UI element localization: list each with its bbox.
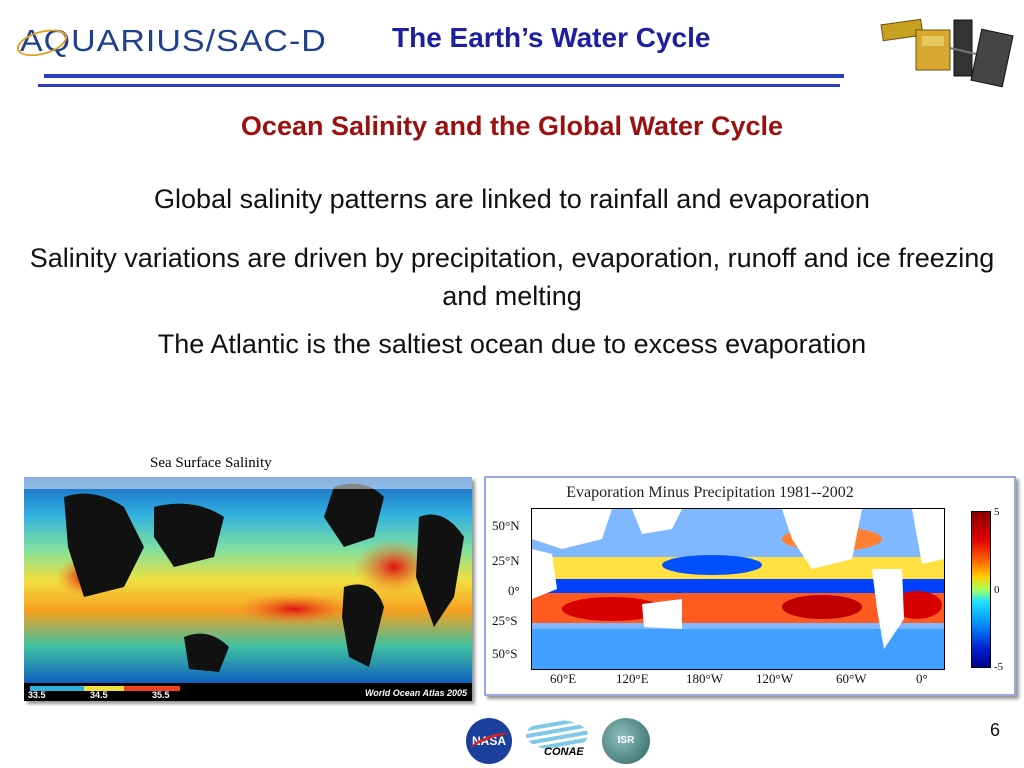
title-rule-top xyxy=(44,74,844,78)
slide-title: The Earth’s Water Cycle xyxy=(392,22,711,53)
emp-lon-label: 120°W xyxy=(756,671,793,686)
emp-lon-label: 120°E xyxy=(616,671,649,686)
conae-logo-text: CONAE xyxy=(544,746,584,758)
emp-lon-label: 60°W xyxy=(836,671,867,686)
emp-colorbar xyxy=(971,511,991,668)
salinity-map: 33.5 34.5 35.5 World Ocean Atlas 2005 xyxy=(24,477,472,701)
aquarius-logo: AQUARIUS/SAC-D xyxy=(13,23,327,62)
emp-map-image xyxy=(532,509,944,669)
conae-swirl-icon xyxy=(526,720,588,750)
emp-map: Evaporation Minus Precipitation 1981--20… xyxy=(484,476,1016,696)
emp-map-title: Evaporation Minus Precipitation 1981--20… xyxy=(566,484,854,501)
colorbar-tick: 0 xyxy=(994,584,1000,596)
emp-lat-label: 50°S xyxy=(492,646,518,661)
emp-lat-label: 0° xyxy=(508,583,520,598)
nasa-logo-text: NASA xyxy=(471,734,506,748)
satellite-icon xyxy=(880,18,1014,88)
emp-lat-label: 25°S xyxy=(492,613,518,628)
salinity-source-label: World Ocean Atlas 2005 xyxy=(364,688,467,698)
salinity-legend-label: 33.5 xyxy=(28,690,46,700)
title-rule-bottom xyxy=(38,84,840,87)
emp-map-plot xyxy=(531,508,945,670)
emp-lat-label: 50°N xyxy=(492,518,520,533)
logo-text: AQUARIUS/SAC-D xyxy=(20,23,327,59)
bullet-item: Global salinity patterns are linked to r… xyxy=(154,184,870,214)
colorbar-tick: 5 xyxy=(994,506,1000,518)
bullet-item: Salinity variations are driven by precip… xyxy=(29,243,995,311)
salinity-map-caption: Sea Surface Salinity xyxy=(150,455,272,471)
page-number: 6 xyxy=(990,720,1001,740)
colorbar-tick: -5 xyxy=(994,661,1004,673)
conae-logo: CONAE xyxy=(524,718,590,764)
emp-lon-label: 180°W xyxy=(686,671,723,686)
salinity-legend-label: 34.5 xyxy=(90,690,108,700)
emp-lon-label: 0° xyxy=(916,671,928,686)
salinity-legend-label: 35.5 xyxy=(152,690,170,700)
emp-lon-label: 60°E xyxy=(550,671,577,686)
salinity-map-image xyxy=(24,477,472,701)
bullet-list: Global salinity patterns are linked to r… xyxy=(0,180,1024,373)
isr-logo-text: ISR xyxy=(617,735,635,746)
section-subtitle: Ocean Salinity and the Global Water Cycl… xyxy=(240,111,784,141)
nasa-logo: NASA xyxy=(466,718,512,764)
emp-lat-label: 25°N xyxy=(492,553,520,568)
isr-logo: ISR xyxy=(602,718,650,764)
bullet-item: The Atlantic is the saltiest ocean due t… xyxy=(157,329,867,359)
